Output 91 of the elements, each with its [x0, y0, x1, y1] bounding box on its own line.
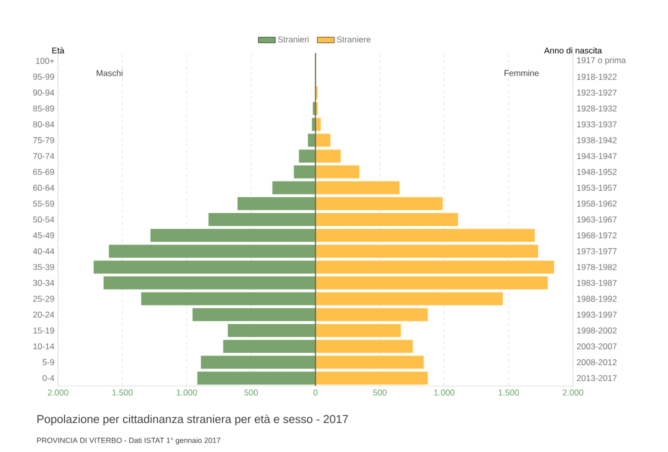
y2-tick-label: 1943-1947 [577, 153, 617, 160]
y2-tick-label: 1933-1937 [577, 121, 617, 128]
y-tick-label: 15-19 [33, 328, 54, 334]
bar [141, 292, 316, 306]
y2-tick-label: 1923-1927 [577, 90, 617, 96]
y-tick-label: 50-54 [33, 216, 54, 222]
y2-tick-label: 1918-1922 [577, 74, 617, 80]
x-tick-label: 500 [373, 390, 387, 396]
y2-axis-title: Anno di nascita [544, 47, 602, 54]
annotation: Femmine [504, 70, 539, 76]
y-tick-label: 90-94 [33, 90, 54, 96]
legend-label: Stranieri [278, 36, 309, 42]
y-tick-label: 45-49 [33, 232, 54, 238]
y-tick-label: 10-14 [33, 343, 54, 350]
y-tick-label: 85-89 [33, 106, 54, 112]
bar [294, 165, 316, 178]
bar [316, 356, 424, 369]
y-tick-label: 75-79 [33, 137, 54, 144]
bar [237, 197, 316, 210]
bar [316, 228, 535, 242]
bar [208, 212, 316, 226]
bar [316, 260, 554, 274]
x-tick-label: 500 [244, 390, 258, 396]
y-tick-label: 65-69 [33, 168, 54, 175]
bar [316, 292, 503, 306]
bar [150, 228, 316, 242]
y2-tick-label: 1958-1962 [577, 200, 617, 207]
bar [192, 308, 316, 322]
y-tick-label: 40-44 [33, 248, 54, 254]
x-tick-label: 2.000 [562, 390, 584, 396]
bar [316, 340, 413, 353]
bar [104, 276, 316, 290]
y-tick-label: 60-64 [33, 184, 54, 191]
y2-tick-label: 2008-2012 [576, 359, 617, 366]
text: Popolazione per cittadinanza straniera per età e sesso - 2017 [37, 414, 348, 426]
y-tick-label: 35-39 [33, 264, 54, 270]
bar [316, 372, 428, 385]
bar [272, 181, 316, 194]
y2-tick-label: 2003-2007 [576, 343, 617, 350]
x-tick-label: 1.500 [112, 390, 133, 396]
y2-tick-label: 1938-1942 [577, 137, 617, 144]
x-tick-label: 2.000 [48, 390, 68, 396]
bar [316, 134, 330, 147]
bar [316, 308, 428, 322]
bar [316, 244, 538, 258]
bar [223, 340, 316, 353]
y2-tick-label: 1953-1957 [577, 184, 617, 191]
y2-tick-label: 1948-1952 [577, 168, 617, 175]
x-tick-label: 1.000 [434, 390, 455, 396]
bar [200, 356, 316, 369]
y2-tick-label: 2013-2017 [576, 375, 617, 382]
y-tick-label: 30-34 [33, 280, 54, 286]
bar [316, 212, 458, 226]
y-axis-title: Età [52, 47, 64, 54]
legend-label: Straniere [336, 36, 370, 42]
y-tick-label: 95-99 [33, 74, 54, 80]
y2-tick-label: 1988-1992 [577, 296, 617, 302]
y2-tick-label: 1968-1972 [577, 232, 617, 238]
y2-tick-label: 1928-1932 [577, 106, 617, 112]
annotation: Maschi [96, 70, 122, 76]
bar [108, 244, 316, 258]
y2-tick-label: 1993-1997 [577, 312, 617, 318]
bar [316, 181, 400, 194]
y-tick-label: 80-84 [33, 121, 54, 128]
x-tick-label: 1.000 [176, 390, 198, 396]
y2-tick-label: 1978-1982 [577, 264, 617, 270]
y-tick-label: 5-9 [42, 359, 54, 366]
y2-tick-label: 1973-1977 [577, 248, 617, 254]
bar [316, 118, 321, 131]
y2-tick-label: 1917 o prima [577, 56, 626, 65]
bar [316, 165, 360, 178]
y-tick-label: 20-24 [33, 312, 54, 318]
y2-tick-label: 1963-1967 [577, 216, 617, 222]
bar [94, 260, 316, 274]
bar [308, 134, 316, 147]
bar [316, 197, 443, 210]
bar [316, 276, 548, 290]
y-tick-label: 70-74 [33, 153, 54, 160]
bar [298, 150, 316, 163]
bar [228, 324, 316, 337]
x-tick-label: 1.500 [498, 390, 519, 396]
bar [197, 372, 316, 385]
y2-tick-label: 1998-2002 [577, 328, 617, 334]
y2-tick-label: 1983-1987 [577, 280, 617, 286]
bar [316, 150, 341, 163]
y-tick-label: 55-59 [33, 200, 54, 207]
bar [316, 324, 401, 337]
y-tick-label: 25-29 [33, 296, 54, 302]
x-tick-label: 0 [313, 390, 318, 396]
y-tick-label: 0-4 [42, 375, 54, 382]
y-tick-label: 100+ [36, 58, 54, 64]
